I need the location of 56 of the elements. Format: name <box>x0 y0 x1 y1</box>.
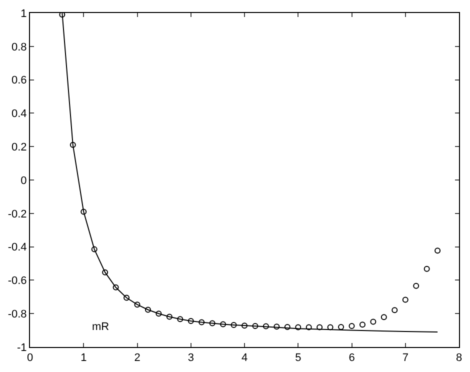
point <box>198 319 205 326</box>
point <box>338 324 344 330</box>
y-tick-label: 0.2 <box>12 141 27 154</box>
point <box>59 13 66 18</box>
point <box>327 324 334 330</box>
y-tick-label: -0.6 <box>8 275 27 288</box>
x-tick-label: 5 <box>295 352 302 364</box>
x-tick-label: 2 <box>134 352 140 364</box>
point <box>112 284 119 290</box>
point <box>295 324 302 330</box>
point <box>144 306 151 313</box>
point <box>102 269 108 276</box>
x-tick-label: 1 <box>80 352 87 364</box>
y-tick-label: -0.4 <box>8 242 27 254</box>
point <box>262 323 269 330</box>
point <box>316 324 323 330</box>
point <box>70 142 76 148</box>
point <box>124 294 130 301</box>
point <box>80 208 87 215</box>
point <box>209 320 216 326</box>
y-tick-label: 0.8 <box>12 41 27 54</box>
point <box>252 322 258 329</box>
y-tick-label: 0.4 <box>12 108 27 120</box>
x-tick-label: 3 <box>188 352 194 364</box>
point <box>380 314 387 320</box>
point <box>434 248 441 254</box>
point <box>370 318 376 325</box>
point <box>413 282 420 289</box>
point <box>230 322 237 328</box>
point <box>306 324 312 330</box>
point <box>424 266 430 272</box>
point <box>284 324 290 330</box>
point <box>392 307 398 314</box>
x-tick-label: 4 <box>241 352 248 364</box>
point <box>91 246 98 252</box>
x-tick-label: 7 <box>402 352 408 364</box>
y-tick-label: -0.8 <box>8 308 27 320</box>
point <box>134 302 140 308</box>
x-tick-label: 6 <box>348 352 355 364</box>
annotation: mR <box>92 321 110 333</box>
point <box>274 324 280 330</box>
point <box>220 321 226 328</box>
y-tick-label: 0 <box>20 174 27 187</box>
point <box>359 322 366 328</box>
y-tick-label: 0.6 <box>12 74 27 87</box>
y-tick-label: -0.2 <box>8 208 27 220</box>
x-tick-label: 8 <box>456 352 462 364</box>
point <box>156 310 162 317</box>
point <box>402 296 408 303</box>
y-tick-label: 1 <box>20 8 27 20</box>
point <box>166 314 172 320</box>
point <box>188 318 194 324</box>
point <box>348 322 355 329</box>
point <box>242 322 248 329</box>
point <box>177 316 184 322</box>
y-tick-label: -1 <box>17 342 27 354</box>
